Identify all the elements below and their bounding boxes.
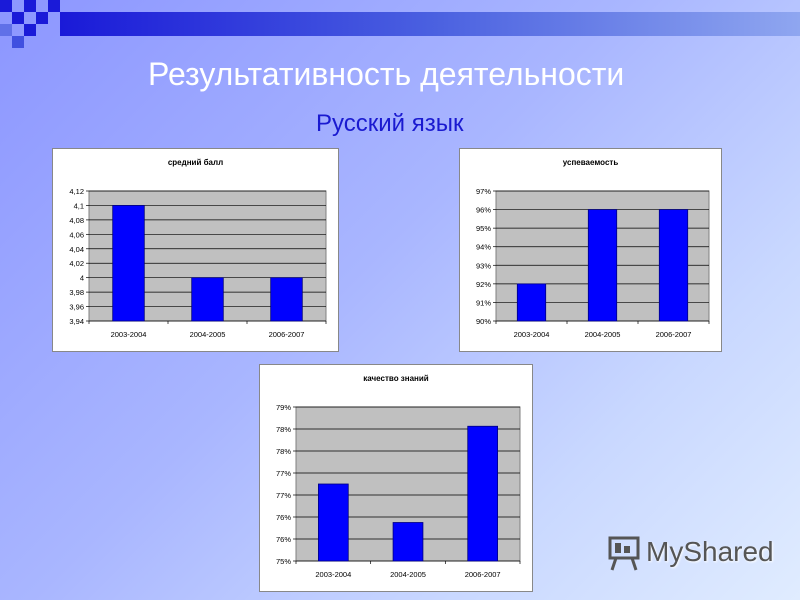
y-tick-label: 77% [276,491,291,500]
chart-title: успеваемость [563,158,619,167]
chart-svg: средний балл 4,12 4,1 4,08 4,06 4,04 4,02 4 3,98… [69,158,327,339]
y-tick-label: 78% [276,425,291,434]
bar [587,209,618,322]
y-tick-label: 3,94 [69,317,84,326]
y-tick-label: 4,06 [69,230,84,239]
x-tick-label: 2004-2005 [190,330,226,339]
decor-square [0,24,12,36]
bar [392,522,424,562]
decor-square [12,36,24,48]
bar [658,209,689,322]
y-tick-label: 75% [276,557,291,566]
slide-title: Результативность деятельности [148,56,625,92]
y-tick-label: 4,04 [69,245,84,254]
logo-text: MyShared [646,536,774,567]
chart-academic-performance: успеваемость 97% 96% 95% 94% 93% 92% 91% 90% 2003… [459,148,722,352]
bar [270,277,303,322]
y-tick-label: 78% [276,447,291,456]
y-tick-label: 79% [276,403,291,412]
chart-title: качество знаний [363,374,429,383]
myshared-logo: MyShared [606,534,774,574]
y-tick-label: 90% [476,317,491,326]
decor-square [0,0,12,12]
decor-square [48,0,60,12]
y-tick-label: 77% [276,469,291,478]
presentation-board-icon [608,536,640,571]
bar [467,425,499,562]
x-tick-label: 2004-2005 [585,330,621,339]
y-tick-label: 3,96 [69,303,84,312]
y-tick-label: 95% [476,224,491,233]
decor-square [12,12,24,24]
chart-average-score: средний балл 4,12 4,1 4,08 4,06 4,04 4,02 4 3,98… [52,148,339,352]
y-tick-label: 3,98 [69,288,84,297]
x-tick-label: 2003-2004 [111,330,147,339]
x-tick-label: 2004-2005 [390,570,426,579]
y-tick-label: 91% [476,298,491,307]
y-tick-label: 4 [80,274,84,283]
y-tick-label: 76% [276,513,291,522]
bar [191,277,224,322]
decor-square [24,24,36,36]
chart-svg: качество знаний 79% 78% 78% 77% 77% 76% 76% 75% 2… [276,374,521,579]
x-tick-label: 2003-2004 [315,570,351,579]
bar [516,283,547,322]
y-tick-label: 93% [476,261,491,270]
y-tick-label: 4,12 [69,187,84,196]
y-tick-label: 4,02 [69,259,84,268]
x-tick-label: 2003-2004 [514,330,550,339]
decor-square [24,0,36,12]
y-tick-label: 97% [476,187,491,196]
y-tick-label: 76% [276,535,291,544]
chart-svg: успеваемость 97% 96% 95% 94% 93% 92% 91% 90% 2003… [476,158,710,339]
slide-subtitle: Русский язык [316,110,464,137]
y-tick-label: 92% [476,280,491,289]
y-tick-label: 94% [476,243,491,252]
top-decor-bar [60,12,800,36]
y-tick-label: 4,1 [74,201,84,210]
chart-title: средний балл [168,158,223,167]
bar [112,205,145,322]
chart-knowledge-quality: качество знаний 79% 78% 78% 77% 77% 76% 76% 75% 2… [259,364,533,592]
x-tick-label: 2006-2007 [269,330,305,339]
bar [318,483,349,562]
x-tick-label: 2006-2007 [465,570,501,579]
decor-square [36,12,48,24]
y-tick-label: 96% [476,206,491,215]
y-tick-label: 4,08 [69,216,84,225]
x-tick-label: 2006-2007 [656,330,692,339]
